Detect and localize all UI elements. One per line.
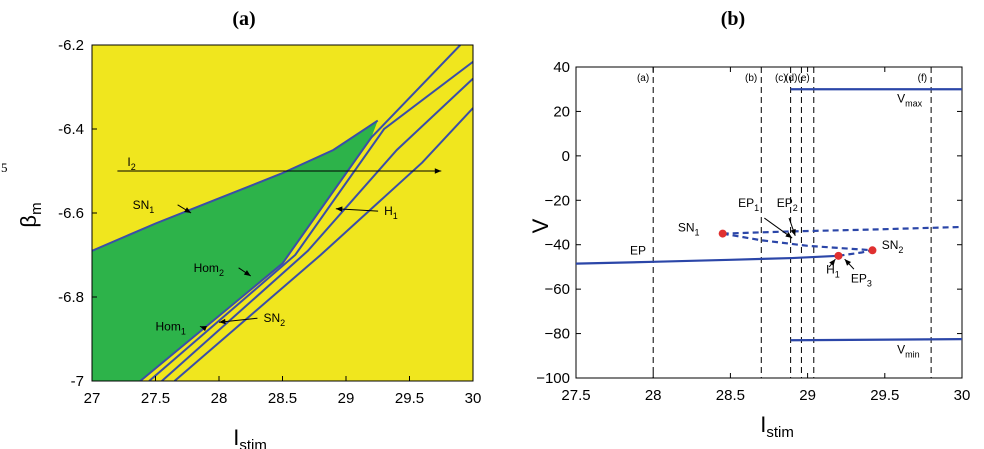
sn1-curve — [92, 119, 379, 252]
panel-b-ytick-label: −100 — [536, 370, 570, 387]
panel-b-label: (b) — [721, 8, 745, 30]
annotation-b-sn2: SN2 — [882, 238, 904, 255]
panel-a-xlabel-sub: stim — [239, 437, 267, 449]
panel-b: (b) (a) (b) (c)(d) (e) (f) EP EP1 EP2 EP3 H1 SN1 SN… — [528, 8, 970, 441]
annotation-h1: H1 — [384, 204, 398, 221]
series-ep — [575, 254, 839, 265]
series-vmin — [790, 338, 963, 342]
panel-b-ytick-label: 20 — [553, 103, 570, 120]
panel-a-xtick-label: 29.5 — [395, 390, 424, 407]
panel-a-xtick-label: 28 — [211, 390, 228, 407]
panel-a-ytick-label: -7 — [71, 373, 84, 390]
boundary-curve-hom1 — [139, 45, 462, 381]
panel-b-xlabel-sub: stim — [766, 424, 794, 441]
panel-b-plot-area: (a) (b) (c)(d) (e) (f) EP EP1 EP2 EP3 H1 SN1 SN2 Vma… — [575, 66, 963, 379]
annotation-sn1: SN1 — [133, 198, 155, 215]
panel-b-xtick-label: 29.5 — [870, 387, 899, 404]
annotation-sn2: SN2 — [263, 311, 285, 328]
point-sn1 — [718, 229, 727, 238]
panel-b-axes: 27.5 28 28.5 29 29.5 30 −100 −80 −60 −40 −20 0 20 40 — [536, 59, 970, 404]
i2-label: I2 — [127, 155, 135, 172]
panel-b-ytick-label: −40 — [545, 237, 570, 254]
ep2-arrow-head — [790, 228, 796, 236]
panel-b-xtick-label: 29 — [799, 387, 816, 404]
boundary-curve-hom2 — [148, 61, 473, 381]
panel-a-ytick-label: -6.4 — [58, 121, 84, 138]
panel-b-xtick-label: 30 — [954, 387, 971, 404]
panel-b-xtick-label: 27.5 — [561, 387, 590, 404]
annotation-hom1: Hom1 — [156, 320, 186, 337]
point-h1 — [834, 251, 843, 260]
series-ep1 — [722, 225, 963, 235]
panel-b-ytick-label: 40 — [553, 59, 570, 76]
panel-b-ytick-label: −60 — [545, 281, 570, 298]
panel-a-xtick-label: 28.5 — [268, 390, 297, 407]
panel-a-ytick-label: -6.8 — [58, 289, 84, 306]
ep3-arrow-head — [844, 259, 852, 266]
panel-a-ylabel-sub: m — [28, 202, 45, 215]
panel-a-label: (a) — [232, 8, 255, 30]
vline-label-d: (d) — [785, 73, 797, 84]
panel-a-ytick-label: -6.2 — [58, 37, 84, 54]
panel-b-xlabel-main: I — [760, 412, 766, 437]
annotation-b-vmin: Vmin — [897, 343, 920, 360]
panel-a-xtick-label: 27 — [84, 390, 101, 407]
panel-a-xlabel: Istim — [233, 425, 267, 449]
page-marker: 5 — [1, 160, 8, 175]
annotation-hom2: Hom2 — [194, 261, 224, 278]
vline-label-e: (e) — [798, 73, 810, 84]
annotation-sn1-arrow-head — [184, 207, 192, 213]
panel-b-xtick-label: 28.5 — [716, 387, 745, 404]
annotation-hom1-arrow-head — [199, 326, 207, 332]
panel-a-ylabel-main: β — [16, 215, 41, 228]
h1-arrow-head — [829, 259, 836, 266]
annotation-sn2-arrow-head — [219, 318, 226, 325]
annotation-h1-arrow-head — [335, 206, 343, 212]
annotation-b-ep2: EP2 — [777, 196, 798, 213]
panel-a-ylabel: βm — [16, 202, 45, 227]
panel-b-frame — [575, 66, 963, 379]
green-region — [92, 120, 378, 381]
series-ep2 — [722, 232, 873, 252]
annotation-h1-arrow — [335, 208, 379, 212]
panel-a-ytick-label: -6.6 — [58, 205, 84, 222]
panel-a-xlabel-main: I — [233, 425, 239, 449]
annotation-hom2-arrow-head — [243, 270, 251, 276]
i2-arrow-head — [434, 168, 442, 174]
panel-a-plot-area — [92, 45, 473, 381]
vline-label-c: (c) — [775, 73, 787, 84]
boundary-curve-sn2 — [173, 107, 473, 381]
panel-b-ylabel: V — [528, 218, 553, 233]
panel-a: (a) 27 27.5 28 28.5 29 29.5 30 -7 -6.8 -6.6 -6.4 -6… — [16, 8, 481, 449]
panel-b-ytick-label: −80 — [545, 326, 570, 343]
annotation-b-ep3: EP3 — [851, 271, 872, 288]
ep1-arrow-head — [785, 232, 793, 239]
vline-label-b: (b) — [745, 73, 757, 84]
vline-label-f: (f) — [918, 73, 927, 84]
annotation-b-vmax: Vmax — [897, 92, 923, 109]
vline-label-a: (a) — [637, 73, 649, 84]
annotation-b-h1: H1 — [826, 263, 840, 280]
panel-a-xtick-label: 29 — [338, 390, 355, 407]
panel-b-ytick-label: 0 — [562, 148, 570, 165]
annotation-b-ep: EP — [630, 244, 646, 258]
panel-a-curves — [92, 45, 473, 381]
point-sn2 — [868, 246, 877, 255]
annotation-b-sn1: SN1 — [678, 220, 700, 237]
panel-a-axes: 27 27.5 28 28.5 29 29.5 30 -7 -6.8 -6.6 -6.4 -6.2 I2… — [58, 37, 481, 407]
panel-b-xlabel: Istim — [760, 412, 794, 441]
annotation-b-ep1: EP1 — [738, 196, 759, 213]
panel-b-xtick-label: 28 — [645, 387, 662, 404]
panel-b-ytick-label: −20 — [545, 192, 570, 209]
boundary-curve-h1 — [161, 77, 473, 381]
panel-a-xtick-label: 30 — [465, 390, 482, 407]
panel-a-xtick-label: 27.5 — [141, 390, 170, 407]
